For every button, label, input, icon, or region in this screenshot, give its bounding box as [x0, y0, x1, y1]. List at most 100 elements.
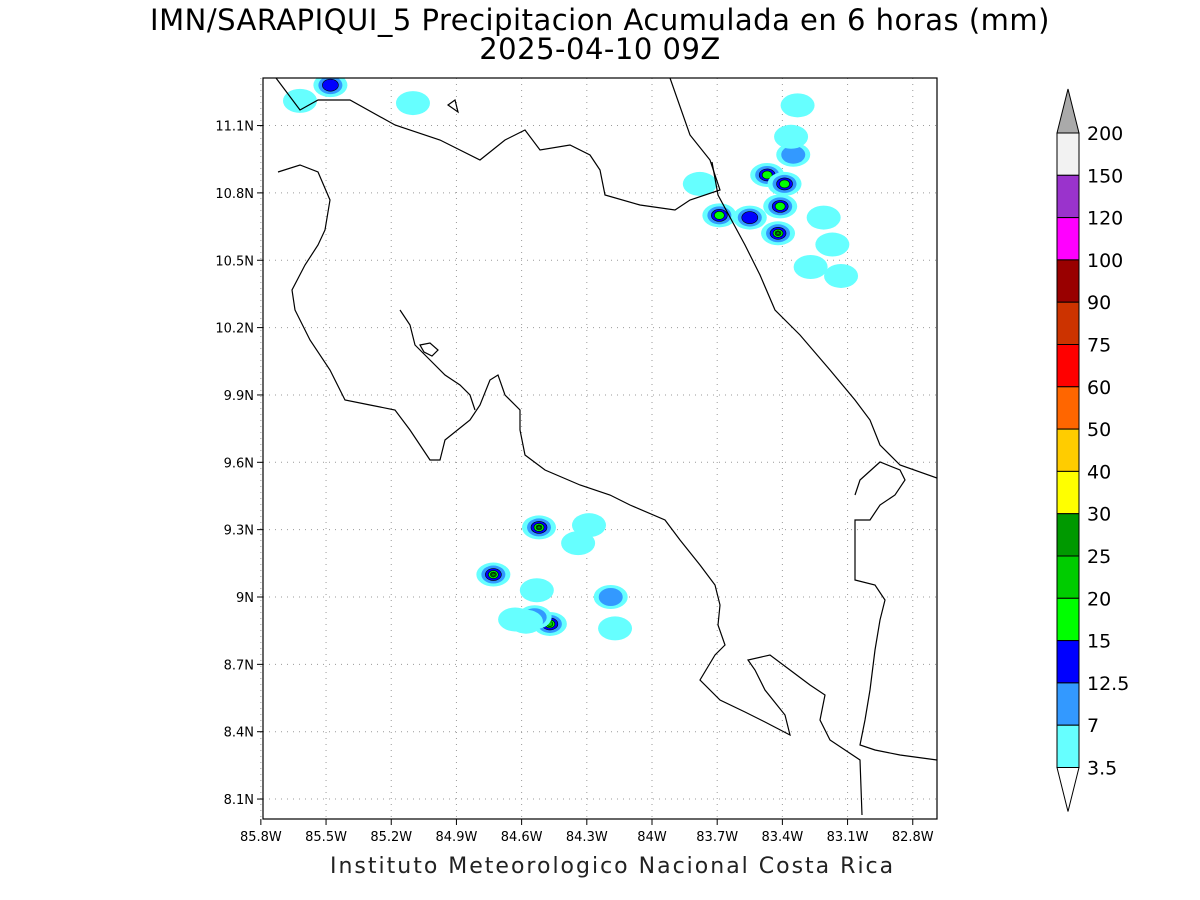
precip-contour [561, 531, 596, 556]
precip-contour [491, 572, 496, 577]
coastline-pacific [277, 164, 863, 816]
lat-tick-label: 9.9N [224, 389, 254, 404]
precip-contour [536, 525, 542, 530]
map-gridlines [260, 78, 937, 819]
colorbar-swatch [1056, 470, 1080, 515]
coastline-caribbean [711, 161, 937, 479]
map-datetime: 2025-04-10 09Z [479, 32, 721, 66]
colorbar-swatch [1056, 386, 1080, 430]
lon-tick-label: 83.7W [696, 830, 738, 845]
lat-tick-label: 9.6N [224, 456, 254, 471]
precip-cell [593, 585, 628, 609]
precip-cell [571, 513, 606, 538]
colorbar-swatch [1056, 513, 1080, 557]
precip-contour [779, 179, 790, 189]
precip-contour [714, 211, 725, 220]
precip-contour [780, 93, 815, 118]
colorbar-swatch [1056, 217, 1080, 261]
precip-contour [774, 124, 809, 149]
colorbar-label: 90 [1087, 292, 1111, 314]
precip-cell [498, 607, 533, 632]
colorbar-swatch [1056, 259, 1080, 303]
lat-tick-label: 10.8N [215, 187, 254, 202]
colorbar-swatch [1056, 640, 1080, 684]
colorbar-label: 60 [1087, 377, 1111, 399]
colorbar-swatch [1056, 597, 1080, 642]
precip-contour [498, 607, 533, 632]
lat-tick-label: 8.7N [224, 658, 254, 673]
precip-cell [780, 93, 815, 118]
lon-tick-label: 84.6W [501, 830, 543, 845]
precip-cell [806, 205, 841, 230]
precip-contour [806, 205, 841, 230]
precipitation-cells [282, 78, 859, 641]
colorbar-label: 100 [1087, 250, 1123, 272]
lon-tick-label: 84W [637, 830, 667, 845]
colorbar-label: 12.5 [1087, 673, 1129, 695]
colorbar-label: 3.5 [1087, 758, 1117, 780]
lat-tick-label: 11.1N [215, 120, 254, 135]
colorbar-label: 50 [1087, 419, 1111, 441]
precip-contour [761, 170, 773, 180]
precip-cell [519, 578, 554, 603]
island-outline-2 [446, 98, 459, 114]
precip-contour [793, 254, 828, 279]
precip-cell [313, 78, 348, 98]
colorbar-label: 30 [1087, 504, 1111, 526]
lat-tick-label: 9N [236, 591, 254, 606]
lon-tick-label: 83.1W [827, 830, 869, 845]
lat-tick-label: 8.1N [224, 793, 254, 808]
coastline-nicoya [399, 309, 476, 411]
precip-contour [571, 513, 606, 538]
lat-tick-label: 8.4N [224, 726, 254, 741]
precip-contour [598, 616, 633, 641]
precip-contour [322, 78, 339, 92]
precip-contour [741, 211, 759, 224]
precip-cell [522, 515, 557, 540]
map-title: IMN/SARAPIQUI_5 Precipitacion Acumulada … [150, 3, 1050, 37]
colorbar-swatch [1056, 132, 1080, 176]
lon-tick-label: 84.9W [436, 830, 478, 845]
colorbar-label: 20 [1087, 588, 1111, 610]
colorbar-label: 15 [1087, 631, 1111, 653]
precip-contour [775, 231, 781, 236]
precip-cell [767, 171, 802, 196]
precip-contour [774, 202, 786, 211]
precip-cell [476, 562, 511, 587]
island-outline [419, 342, 439, 357]
precip-cell [395, 91, 430, 116]
colorbar-top-arrow [1056, 88, 1080, 134]
lon-tick-label: 85.2W [370, 830, 412, 845]
precip-cell [732, 205, 767, 230]
lon-tick-label: 82.8W [892, 830, 934, 845]
precip-cell [598, 616, 633, 641]
precip-cell [824, 263, 859, 288]
precip-cell [763, 194, 798, 219]
lat-tick-label: 10.2N [215, 322, 254, 337]
precip-cell [702, 203, 737, 228]
colorbar-swatch [1056, 682, 1080, 726]
footer-credit: Instituto Meteorologico Nacional Costa R… [330, 854, 896, 879]
precip-contour [598, 588, 623, 606]
precip-contour [682, 171, 717, 196]
lon-tick-label: 85.5W [305, 830, 347, 845]
lat-tick-label: 10.5N [215, 254, 254, 269]
precip-cell [793, 254, 828, 279]
colorbar-swatch [1056, 301, 1080, 346]
coastline-nicaragua-lake [275, 78, 721, 211]
colorbar-swatch [1056, 724, 1080, 769]
lat-tick-label: 9.3N [224, 524, 254, 539]
colorbar-label: 75 [1087, 335, 1111, 357]
lon-tick-label: 84.3W [566, 830, 608, 845]
lon-tick-label: 85.8W [240, 830, 282, 845]
colorbar-bottom-arrow [1056, 767, 1080, 812]
precip-cell [774, 124, 809, 149]
precip-contour [395, 91, 430, 116]
colorbar-swatch [1056, 174, 1080, 219]
precip-cell [282, 88, 317, 113]
lon-tick-label: 83.4W [761, 830, 803, 845]
precip-cell [815, 232, 850, 257]
colorbar-swatch [1056, 344, 1080, 388]
colorbar: 200 150 120 100 90 75 60 50 40 30 25 20 15 12.5 7 3.5 [1056, 88, 1129, 812]
